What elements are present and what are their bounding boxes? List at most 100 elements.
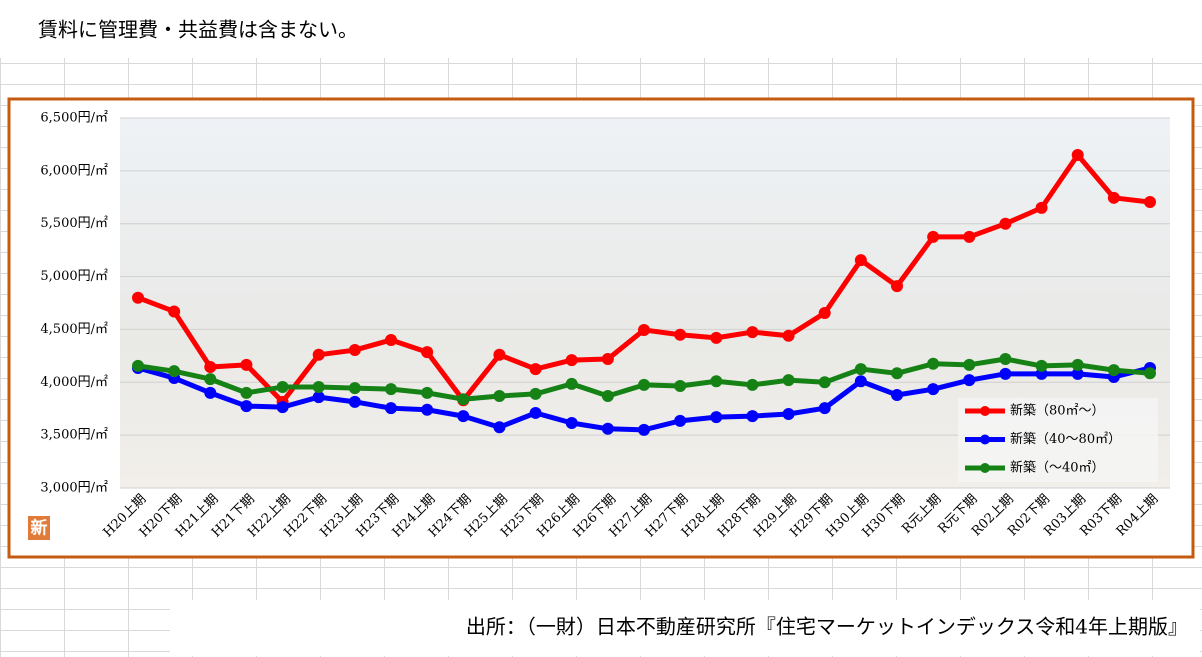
point	[854, 363, 867, 376]
point	[999, 217, 1012, 230]
point	[999, 367, 1012, 380]
point	[348, 395, 361, 408]
point	[818, 376, 831, 389]
y-tick-label: 6,000円/㎡	[40, 163, 108, 178]
point	[276, 401, 289, 414]
legend-label: 新築（40～80㎡）	[1010, 431, 1121, 447]
point	[204, 360, 217, 373]
header-bg	[0, 0, 1202, 58]
point	[132, 291, 144, 304]
point	[421, 346, 434, 359]
point	[999, 353, 1012, 366]
point	[963, 230, 976, 243]
point	[746, 378, 759, 391]
point	[854, 375, 867, 388]
point	[601, 353, 614, 366]
point	[493, 348, 506, 361]
point	[565, 416, 578, 429]
point	[493, 390, 506, 403]
point	[421, 403, 434, 416]
point	[421, 386, 434, 399]
y-tick-label: 6,500円/㎡	[40, 111, 108, 126]
point	[963, 358, 976, 371]
point	[493, 421, 506, 434]
y-tick-label: 5,500円/㎡	[40, 216, 108, 231]
point	[240, 358, 253, 371]
point	[1107, 191, 1120, 204]
point	[710, 331, 723, 344]
point	[818, 307, 831, 320]
point	[240, 386, 253, 399]
header: 賃料に管理費・共益費は含まない。	[38, 18, 358, 42]
legend-marker	[980, 463, 990, 473]
y-tick-label: 4,500円/㎡	[40, 322, 108, 337]
point	[1107, 364, 1120, 377]
point	[782, 329, 795, 342]
point	[782, 374, 795, 387]
point	[1071, 149, 1084, 161]
point	[385, 334, 397, 346]
point	[385, 402, 397, 415]
point	[601, 390, 614, 403]
point	[638, 423, 650, 436]
point	[674, 328, 687, 341]
badge: 新	[31, 518, 48, 539]
point	[674, 414, 687, 427]
point	[638, 378, 650, 391]
point	[348, 382, 361, 395]
footer: 出所：（一財）日本不動産研究所『住宅マーケットインデックス令和4年上期版』	[466, 615, 1188, 639]
point	[457, 410, 470, 423]
point	[132, 359, 144, 372]
point	[746, 410, 759, 423]
point	[601, 422, 614, 435]
point	[1071, 358, 1084, 371]
point	[565, 377, 578, 390]
y-tick-label: 4,000円/㎡	[40, 375, 108, 390]
y-tick-label: 3,500円/㎡	[40, 428, 108, 443]
point	[1035, 201, 1048, 214]
point	[854, 254, 867, 267]
point	[746, 326, 759, 339]
point	[710, 375, 723, 388]
point	[1144, 196, 1156, 209]
point	[312, 391, 325, 404]
point	[963, 374, 976, 387]
point	[1144, 367, 1156, 380]
legend-marker	[980, 434, 990, 445]
point	[782, 408, 795, 420]
point	[927, 357, 940, 370]
point	[1071, 367, 1084, 380]
point	[891, 388, 903, 401]
point	[891, 367, 903, 380]
legend-label: 新築（～40㎡）	[1010, 460, 1105, 476]
point	[710, 411, 723, 424]
point	[312, 381, 325, 394]
y-tick-label: 5,000円/㎡	[40, 269, 108, 284]
point	[927, 383, 940, 396]
point	[565, 354, 578, 367]
point	[204, 373, 217, 386]
point	[276, 381, 289, 394]
point	[638, 323, 650, 336]
point	[529, 363, 542, 376]
point	[1035, 359, 1048, 372]
point	[168, 305, 181, 318]
point	[385, 383, 397, 396]
badge-bg	[28, 516, 50, 540]
footer-bg	[170, 600, 1200, 656]
point	[312, 348, 325, 361]
point	[529, 387, 542, 400]
legend-marker	[980, 406, 990, 416]
point	[168, 365, 181, 378]
point	[240, 400, 253, 413]
point	[818, 402, 831, 415]
point	[529, 406, 542, 419]
point	[204, 386, 217, 399]
point	[674, 379, 687, 392]
legend-label: 新築（80㎡～）	[1010, 403, 1105, 419]
point	[927, 230, 940, 243]
point	[457, 393, 470, 406]
point	[348, 344, 361, 357]
y-tick-label: 3,000円/㎡	[40, 481, 108, 496]
